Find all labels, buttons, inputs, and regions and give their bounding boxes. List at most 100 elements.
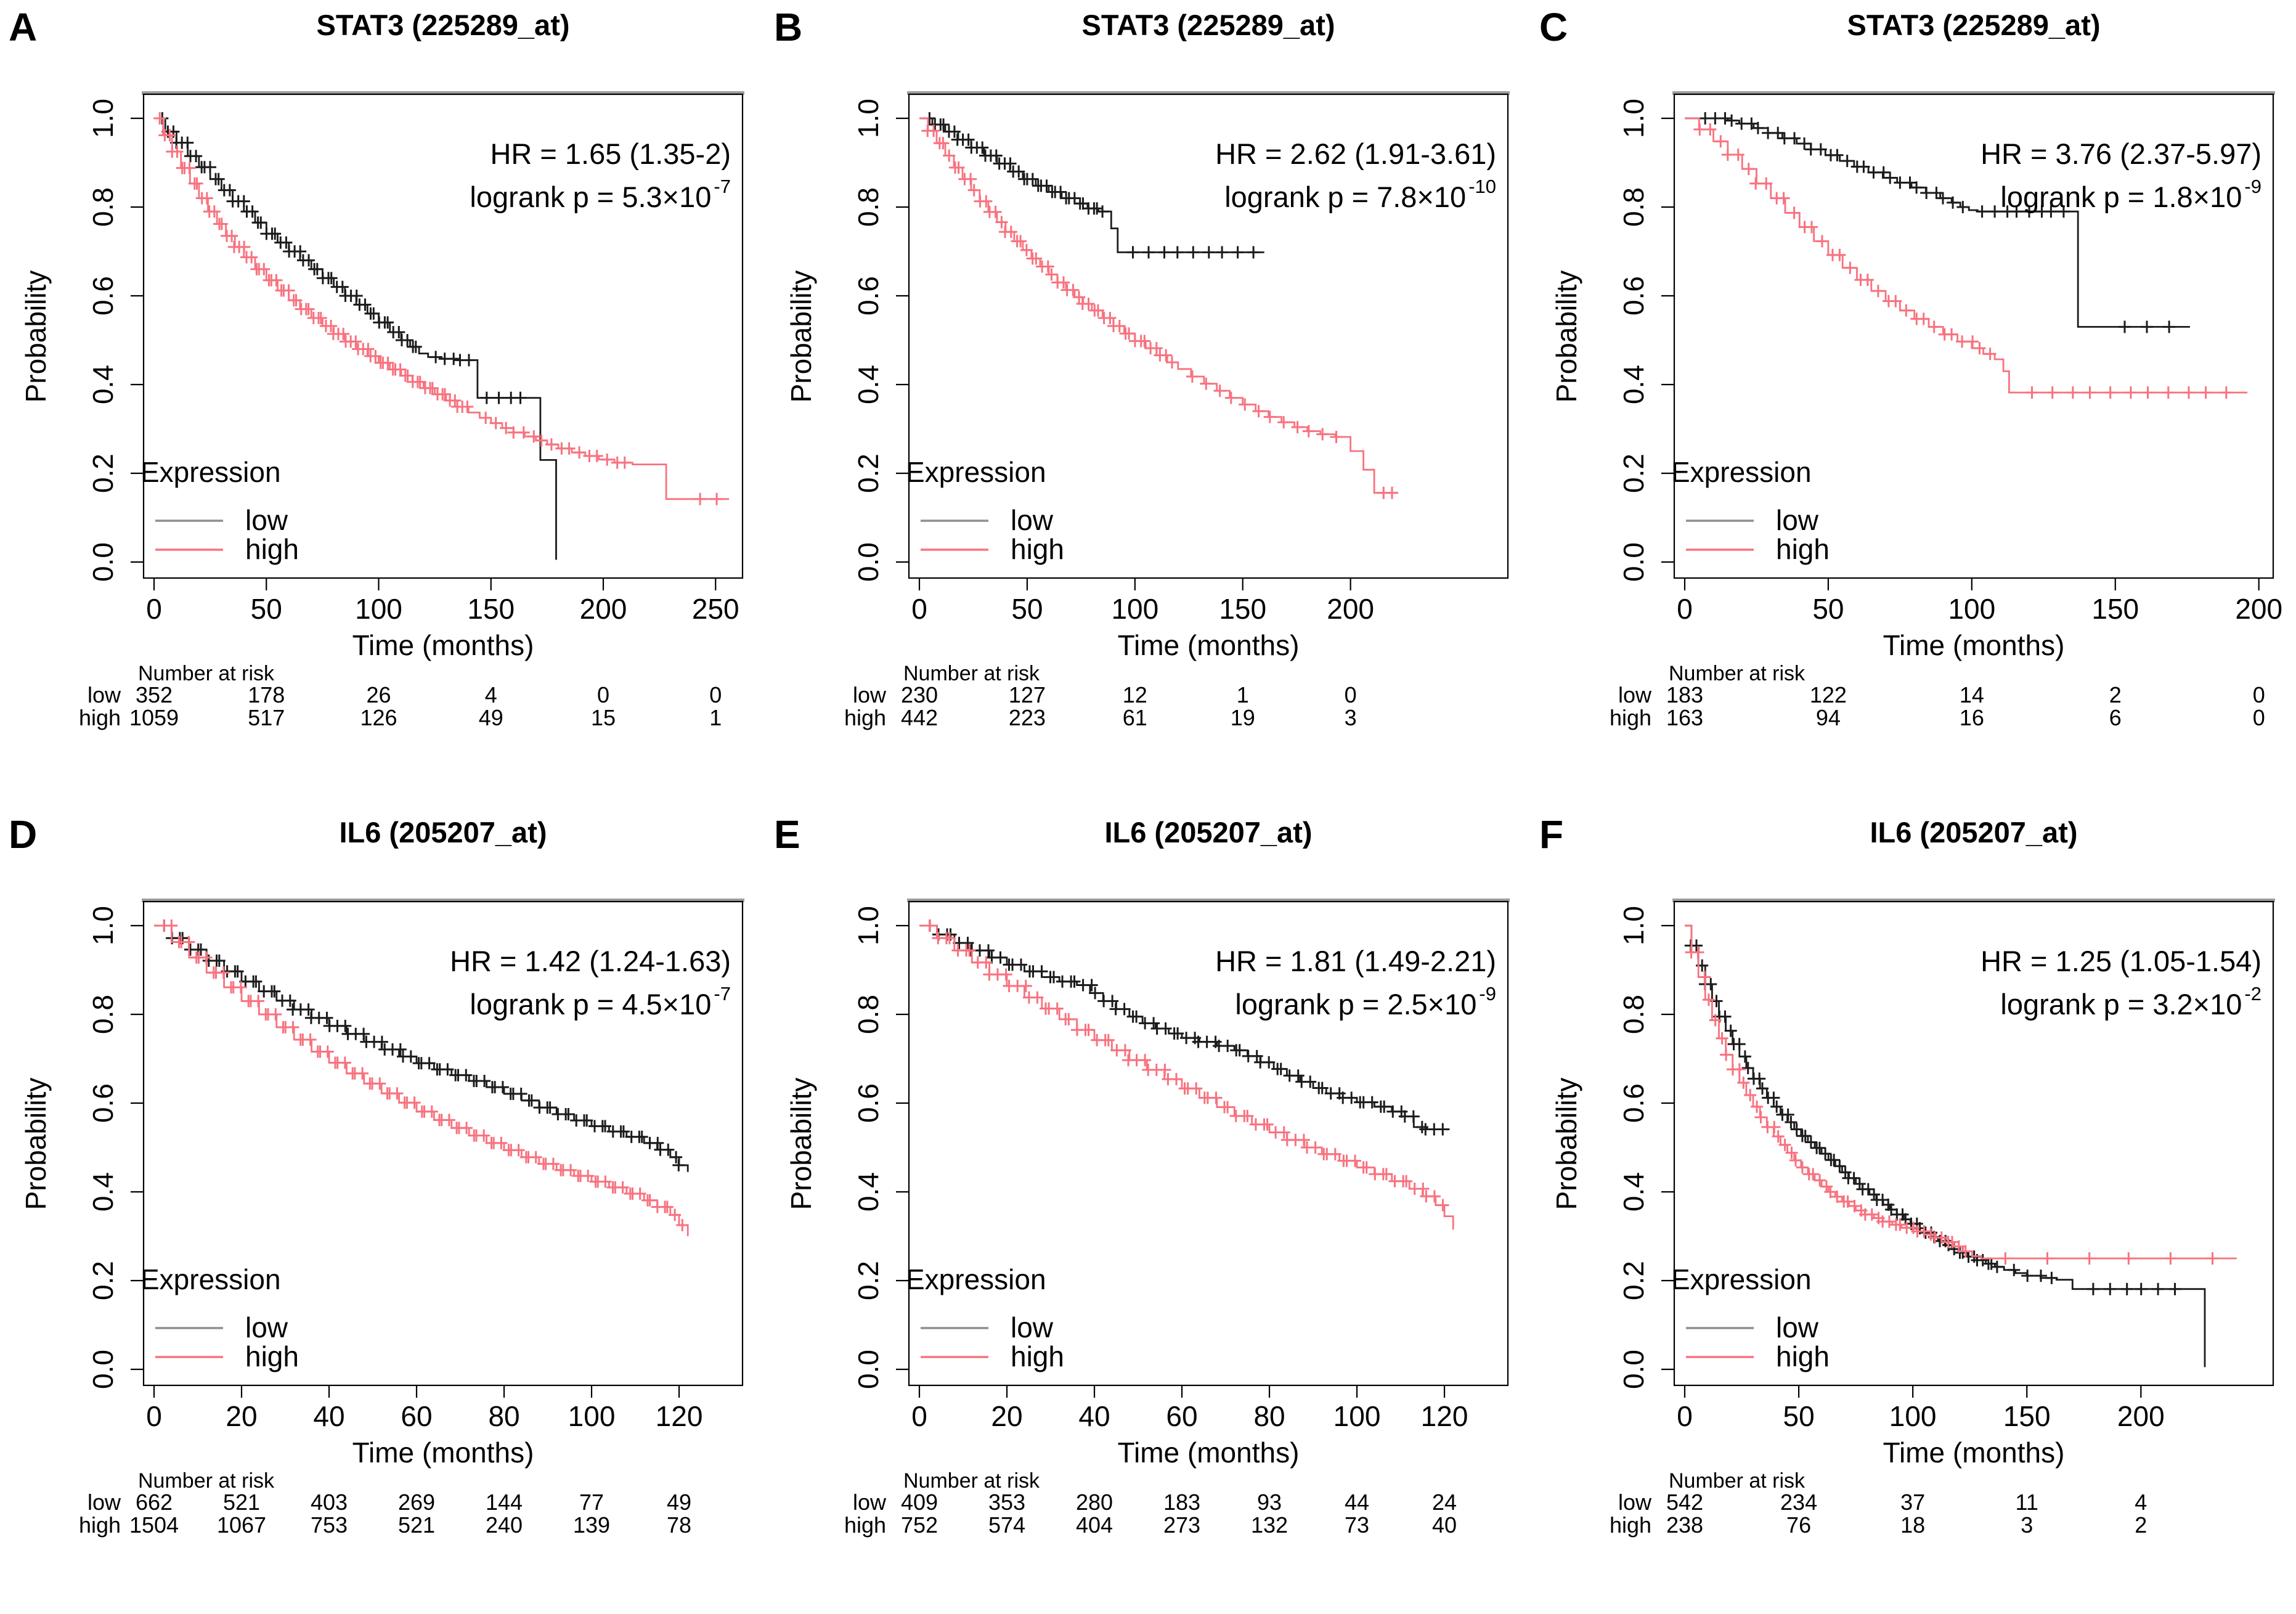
risk-value-high: 16 xyxy=(1960,705,1984,730)
x-axis-label: Time (months) xyxy=(352,1437,534,1469)
panel-letter: A xyxy=(9,5,37,49)
y-tick-label: 0.6 xyxy=(87,1083,119,1123)
x-tick-label: 250 xyxy=(692,593,739,625)
hazard-ratio-text: HR = 1.25 (1.05-1.54) xyxy=(1981,945,2261,977)
risk-value-high: 19 xyxy=(1231,705,1255,730)
x-tick-label: 80 xyxy=(1253,1400,1285,1432)
risk-value-low: 144 xyxy=(486,1490,523,1515)
x-axis-label: Time (months) xyxy=(1118,1437,1300,1469)
y-tick-label: 0.0 xyxy=(852,542,884,582)
y-axis-label: Probability xyxy=(20,271,52,403)
risk-value-high: 132 xyxy=(1251,1512,1288,1538)
censor-marks-low xyxy=(1699,112,2176,333)
risk-value-high: 442 xyxy=(901,705,938,730)
risk-value-low: 230 xyxy=(901,682,938,707)
censor-marks-high xyxy=(1693,123,2233,399)
plot-area: 0.0 0.2 0.4 0.6 0.8 1.0 0 20 40 60 80 100 120 409 353 2… xyxy=(852,899,1510,1538)
risk-value-high: 78 xyxy=(667,1512,691,1538)
y-tick-label: 1.0 xyxy=(87,906,119,945)
x-tick-label: 0 xyxy=(1677,1400,1693,1432)
censor-marks-low xyxy=(156,112,527,404)
risk-value-high: 273 xyxy=(1163,1512,1200,1538)
x-tick-label: 100 xyxy=(568,1400,616,1432)
chart-title: IL6 (205207_at) xyxy=(1870,816,2077,849)
y-tick-label: 1.0 xyxy=(1618,906,1650,945)
risk-value-low: 183 xyxy=(1163,1490,1200,1515)
legend-low-label: low xyxy=(1776,1311,1819,1343)
risk-value-high: 40 xyxy=(1432,1512,1457,1538)
risk-value-low: 11 xyxy=(2016,1490,2038,1515)
x-tick-label: 20 xyxy=(226,1400,257,1432)
y-axis-label: Probability xyxy=(20,1078,52,1210)
x-tick-label: 40 xyxy=(1078,1400,1110,1432)
y-tick-label: 0.0 xyxy=(87,542,119,582)
plot-box xyxy=(908,93,1509,579)
risk-value-low: 403 xyxy=(311,1490,348,1515)
logrank-text: logrank p = 2.5×10 xyxy=(1235,988,1476,1021)
risk-value-high: 1059 xyxy=(129,705,179,730)
risk-value-high: 94 xyxy=(1816,705,1841,730)
risk-value-high: 61 xyxy=(1123,705,1147,730)
hazard-ratio-text: HR = 1.81 (1.49-2.21) xyxy=(1215,945,1496,977)
x-tick-label: 150 xyxy=(467,593,515,625)
chart-title: STAT3 (225289_at) xyxy=(1847,9,2101,41)
risk-row-label-low: low xyxy=(1618,682,1652,707)
x-tick-label: 200 xyxy=(1327,593,1374,625)
x-tick-label: 80 xyxy=(488,1400,519,1432)
x-tick-label: 150 xyxy=(2003,1400,2051,1432)
hazard-ratio-text: HR = 1.42 (1.24-1.63) xyxy=(450,945,731,977)
y-axis-label: Probability xyxy=(785,1078,817,1210)
y-tick-label: 0.6 xyxy=(1618,276,1650,316)
logrank-text: logrank p = 3.2×10 xyxy=(2000,988,2242,1021)
censor-marks-low xyxy=(923,112,1260,259)
risk-value-high: 73 xyxy=(1345,1512,1369,1538)
logrank-text: logrank p = 7.8×10 xyxy=(1224,181,1466,213)
risk-value-high: 574 xyxy=(988,1512,1025,1538)
risk-value-high: 1 xyxy=(709,705,722,730)
risk-value-low: 77 xyxy=(579,1490,604,1515)
risk-value-low: 12 xyxy=(1123,682,1147,707)
panel-letter: C xyxy=(1539,5,1568,49)
number-at-risk-title: Number at risk xyxy=(138,662,275,685)
hazard-ratio-text: HR = 2.62 (1.91-3.61) xyxy=(1215,137,1496,170)
chart-title: STAT3 (225289_at) xyxy=(1082,9,1335,41)
panel-E: 0.0 0.2 0.4 0.6 0.8 1.0 0 20 40 60 80 100 120 409 353 2… xyxy=(765,807,1531,1614)
x-tick-label: 200 xyxy=(2117,1400,2165,1432)
panel-A: 0.0 0.2 0.4 0.6 0.8 1.0 0 50 100 150 200 250 352 178 2… xyxy=(0,0,765,807)
panel-letter: E xyxy=(774,812,800,857)
risk-value-high: 3 xyxy=(1345,705,1357,730)
risk-value-low: 409 xyxy=(901,1490,938,1515)
y-tick-label: 0.8 xyxy=(87,187,119,227)
risk-value-low: 93 xyxy=(1257,1490,1282,1515)
legend-high-label: high xyxy=(245,533,299,565)
y-tick-label: 0.2 xyxy=(87,1261,119,1300)
y-tick-label: 1.0 xyxy=(87,99,119,138)
y-tick-label: 0.4 xyxy=(1618,365,1650,404)
risk-value-low: 542 xyxy=(1666,1490,1703,1515)
x-tick-label: 120 xyxy=(1421,1400,1468,1432)
risk-value-high: 238 xyxy=(1666,1512,1703,1538)
chart-title: IL6 (205207_at) xyxy=(339,816,547,849)
censor-marks-high xyxy=(1685,946,2219,1265)
risk-value-low: 0 xyxy=(597,682,609,707)
y-axis-label: Probability xyxy=(785,271,817,403)
risk-row-label-high: high xyxy=(79,705,121,730)
y-tick-label: 0.0 xyxy=(87,1350,119,1389)
y-tick-label: 0.6 xyxy=(852,276,884,316)
plot-area: 0.0 0.2 0.4 0.6 0.8 1.0 0 20 40 60 80 100 120 662 521 4… xyxy=(87,899,744,1538)
legend-title: Expression xyxy=(906,456,1046,488)
risk-value-low: 521 xyxy=(223,1490,260,1515)
risk-value-low: 178 xyxy=(248,682,285,707)
panel-letter: F xyxy=(1539,812,1563,857)
risk-value-high: 1504 xyxy=(129,1512,179,1538)
legend-high-label: high xyxy=(1011,1340,1064,1372)
plot-box xyxy=(1673,93,2274,579)
plot-box xyxy=(142,900,744,1387)
x-axis-label: Time (months) xyxy=(1883,629,2065,661)
y-axis-label: Probability xyxy=(1550,1078,1582,1210)
legend-low-label: low xyxy=(1011,504,1054,536)
y-tick-label: 0.8 xyxy=(852,187,884,227)
